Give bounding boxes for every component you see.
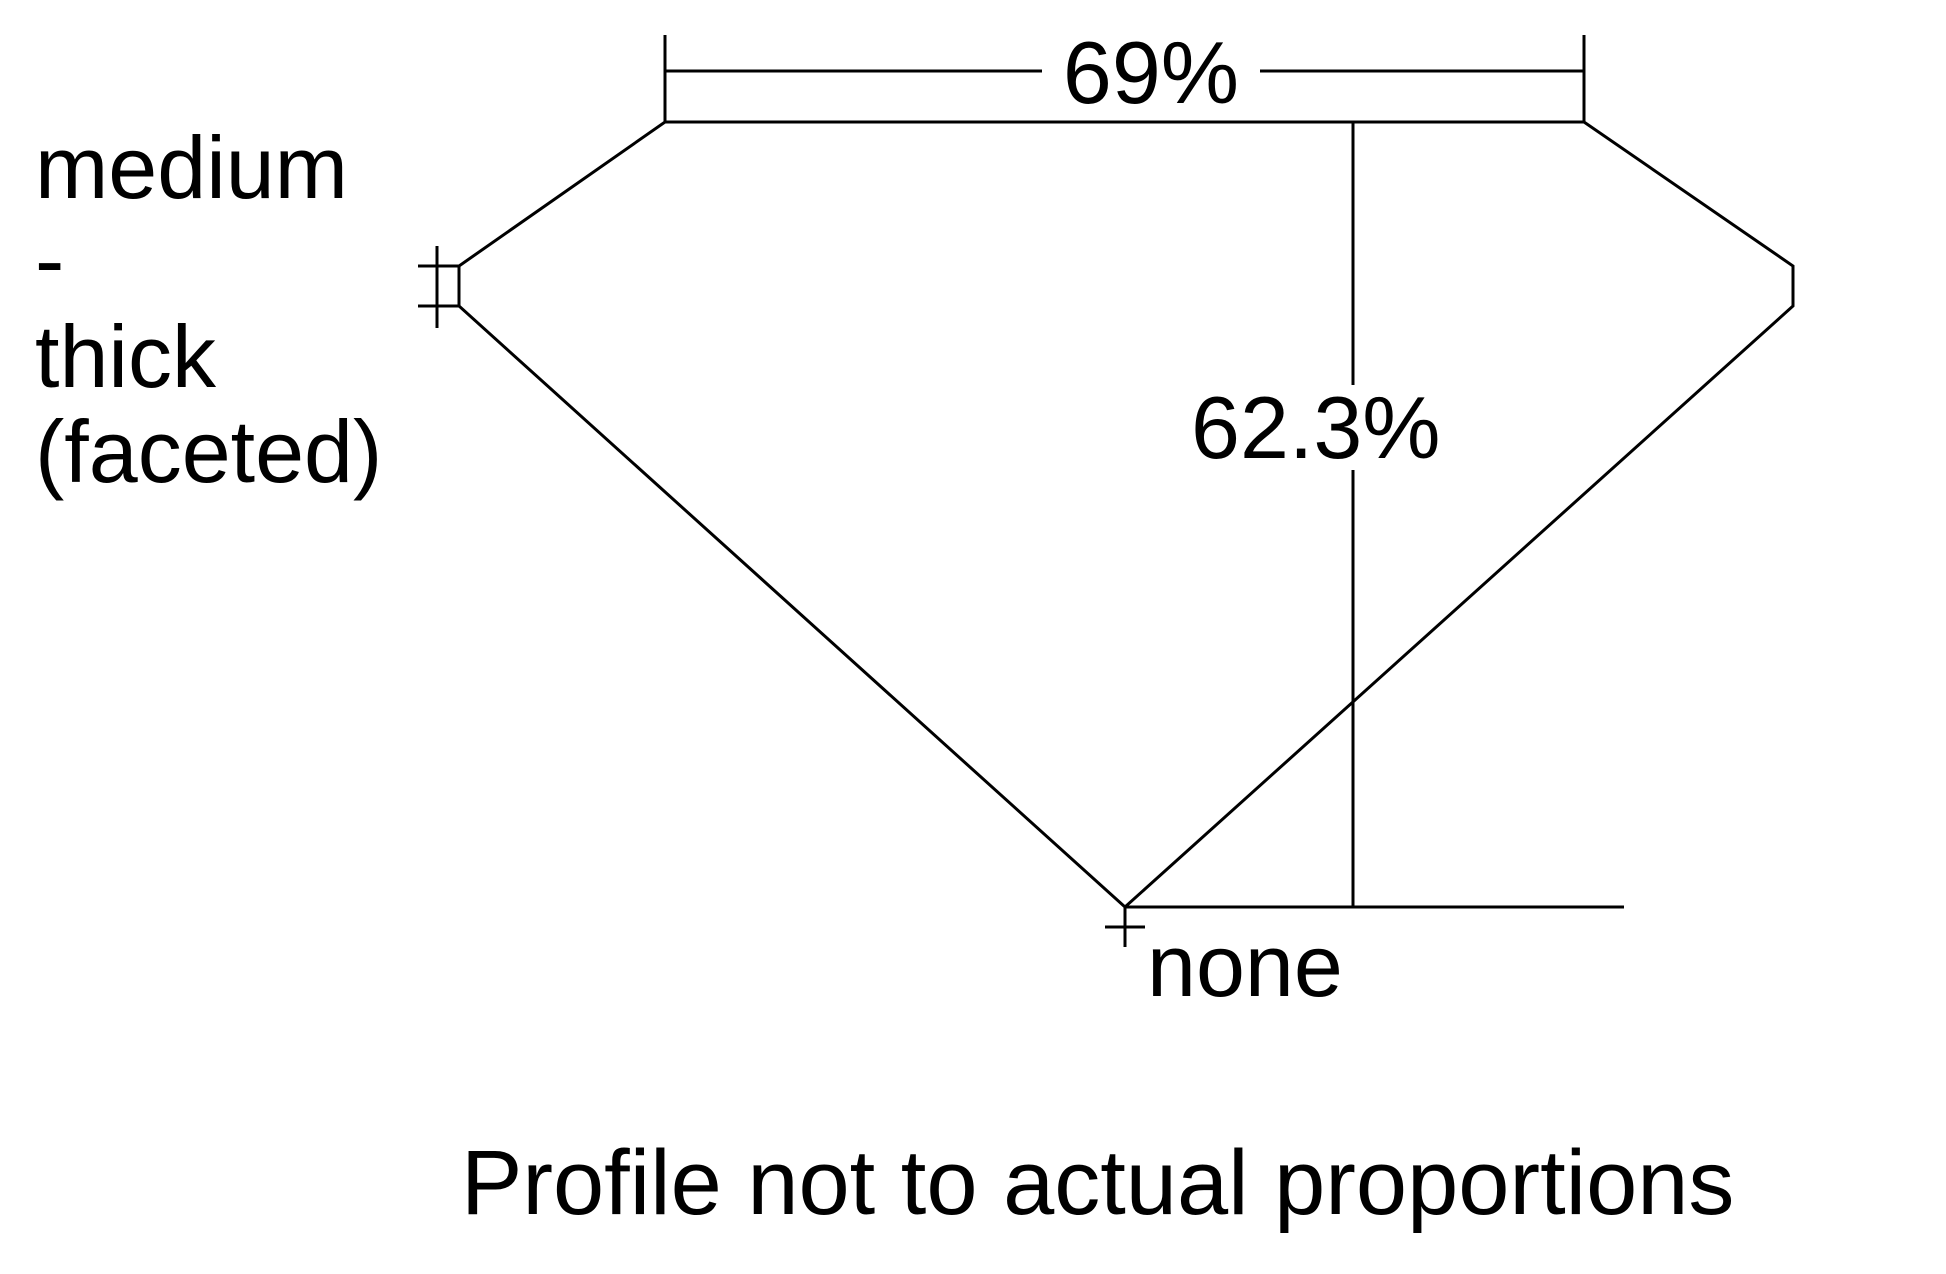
girdle-label-line-3: thick — [35, 307, 217, 406]
footnote: Profile not to actual proportions — [461, 1132, 1734, 1234]
girdle-label-line-1: medium — [35, 118, 348, 217]
depth-dimension — [1125, 122, 1624, 909]
culet-marker — [1105, 907, 1145, 947]
girdle-markers — [418, 246, 459, 328]
diamond-outline — [457, 120, 1795, 910]
table-dimension — [663, 35, 1586, 122]
girdle-label-line-2: - — [35, 210, 64, 309]
culet-label: none — [1147, 916, 1343, 1015]
girdle-label-line-4: (faceted) — [35, 402, 382, 501]
depth-percent-label: 62.3% — [1191, 378, 1441, 477]
table-percent-label: 69% — [1063, 23, 1239, 122]
